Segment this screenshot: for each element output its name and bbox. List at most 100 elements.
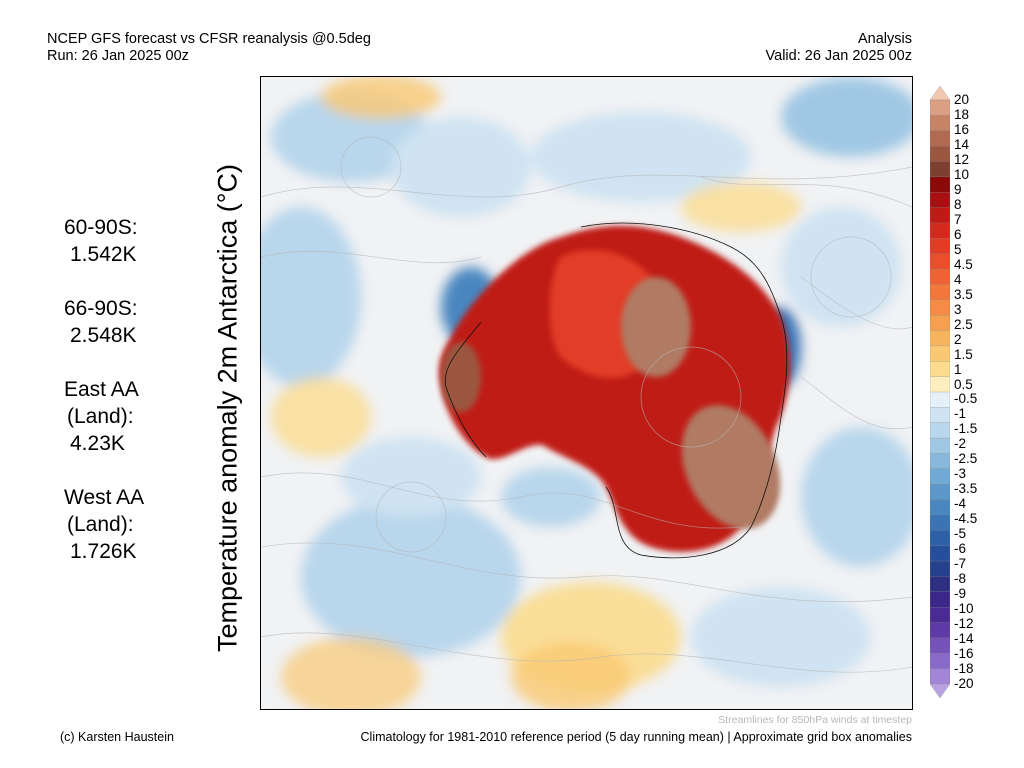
anomaly-map-svg — [261, 77, 912, 709]
colorbar-tick-label: -6 — [954, 541, 967, 557]
colorbar-tick-label: 2.5 — [954, 316, 973, 332]
colorbar-tick-label: -16 — [954, 646, 974, 662]
colorbar-swatch — [930, 591, 950, 608]
colorbar-tick-label: 3.5 — [954, 286, 973, 302]
colorbar-swatch — [930, 530, 950, 547]
colorbar-swatch — [930, 161, 950, 178]
coastline — [444, 222, 788, 559]
colorbar-tick-label: 4.5 — [954, 256, 973, 272]
colorbar-tick-label: 6 — [954, 226, 962, 242]
colorbar-swatch — [930, 238, 950, 255]
colorbar-tick-label: 20 — [954, 92, 970, 107]
colorbar-swatch — [930, 468, 950, 485]
stat-value: 2.548K — [70, 324, 137, 347]
stat-label: 60-90S: — [64, 216, 138, 239]
colorbar-tick-label: -4 — [954, 496, 967, 512]
colorbar-swatch — [930, 222, 950, 239]
colorbar-tick-label: 18 — [954, 106, 970, 122]
colorbar-tick-label: 8 — [954, 196, 962, 212]
colorbar-swatch — [930, 437, 950, 454]
colorbar-tick-label: -10 — [954, 601, 974, 617]
colorbar-swatch — [930, 407, 950, 424]
colorbar-swatch — [930, 545, 950, 562]
colorbar-tick-label: -14 — [954, 631, 974, 647]
colorbar-tick-label: 4 — [954, 271, 962, 287]
colorbar-swatch — [930, 683, 950, 698]
colorbar-swatch — [930, 268, 950, 285]
colorbar-tick-label: 3 — [954, 301, 962, 317]
stat-60-90s: 60-90S: 1.542K — [64, 214, 144, 268]
colorbar-tick-label: 10 — [954, 166, 970, 182]
climatology-note: Climatology for 1981-2010 reference peri… — [360, 730, 912, 744]
anomaly-map — [260, 76, 913, 710]
stat-east-aa: East AA (Land): 4.23K — [64, 376, 144, 457]
colorbar-swatch — [930, 514, 950, 531]
stat-label: 66-90S: — [64, 297, 138, 320]
colorbar-swatch — [930, 391, 950, 408]
colorbar-swatch — [930, 668, 950, 685]
stat-label-2: (Land): — [67, 513, 134, 536]
colorbar-tick-label: -0.5 — [954, 391, 978, 407]
colorbar-swatch — [930, 145, 950, 162]
colorbar-swatch — [930, 607, 950, 623]
map-title: Temperature anomaly 2m Antarctica (°C) — [212, 164, 243, 652]
colorbar-tick-label: 12 — [954, 151, 970, 167]
colorbar-swatch — [930, 422, 950, 439]
colorbar-swatch — [930, 115, 950, 132]
colorbar-tick-label: -9 — [954, 586, 967, 602]
colorbar-tick-label: -3.5 — [954, 481, 978, 497]
colorbar-swatch — [930, 576, 950, 593]
stat-value: 1.726K — [70, 540, 137, 563]
colorbar-swatch — [930, 453, 950, 470]
stat-label: East AA — [64, 378, 139, 401]
colorbar-swatch — [930, 560, 950, 577]
antarctica-anomaly — [439, 225, 791, 552]
colorbar-swatch — [930, 376, 950, 393]
colorbar-tick-label: -2 — [954, 436, 967, 452]
colorbar-tick-label: -1.5 — [954, 421, 978, 437]
stat-value: 1.542K — [70, 243, 137, 266]
colorbar-swatch — [930, 637, 950, 654]
stat-label: West AA — [64, 486, 145, 509]
header-valid: Valid: 26 Jan 2025 00z — [765, 48, 912, 64]
copyright: (c) Karsten Haustein — [60, 730, 174, 744]
colorbar-swatch — [930, 315, 950, 331]
colorbar-swatch — [930, 130, 950, 147]
colorbar-swatch — [930, 192, 950, 209]
stat-value: 4.23K — [70, 432, 125, 455]
colorbar-tick-label: -20 — [954, 676, 974, 691]
colorbar-swatch — [930, 345, 950, 362]
colorbar-swatch — [930, 86, 950, 101]
stat-66-90s: 66-90S: 2.548K — [64, 295, 144, 349]
stat-label-2: (Land): — [67, 405, 134, 428]
colorbar-swatch — [930, 653, 950, 670]
colorbar-tick-label: 1 — [954, 361, 962, 377]
ocean-anomaly-field — [261, 77, 912, 709]
colorbar-tick-label: -8 — [954, 571, 967, 587]
colorbar-swatch — [930, 176, 950, 193]
streamline-caption: Streamlines for 850hPa winds at timestep — [718, 714, 912, 726]
colorbar-swatch — [930, 253, 950, 270]
colorbar-tick-label: -7 — [954, 556, 967, 572]
colorbar-swatch — [930, 330, 950, 347]
colorbar-tick-label: 1.5 — [954, 346, 973, 362]
colorbar-tick-label: 7 — [954, 211, 962, 227]
colorbar — [930, 86, 950, 698]
region-stats: 60-90S: 1.542K 66-90S: 2.548K East AA (L… — [64, 214, 144, 592]
header-run: Run: 26 Jan 2025 00z — [47, 48, 189, 64]
colorbar-tick-label: -5 — [954, 526, 967, 542]
colorbar-tick-label: 5 — [954, 241, 962, 257]
colorbar-tick-label: 14 — [954, 136, 970, 152]
colorbar-tick-label: -2.5 — [954, 451, 978, 467]
colorbar-tick-label: 2 — [954, 331, 962, 347]
colorbar-tick-label: 9 — [954, 181, 962, 197]
colorbar-swatch — [930, 361, 950, 378]
colorbar-tick-label: 0.5 — [954, 376, 973, 392]
colorbar-tick-label: -4.5 — [954, 511, 978, 527]
colorbar-tick-label: 16 — [954, 121, 970, 137]
colorbar-tick-label: -3 — [954, 466, 967, 482]
colorbar-tick-label: -18 — [954, 661, 974, 677]
colorbar-swatch — [930, 99, 950, 116]
colorbar-swatch — [930, 499, 950, 516]
colorbar-tick-label: -1 — [954, 406, 967, 422]
